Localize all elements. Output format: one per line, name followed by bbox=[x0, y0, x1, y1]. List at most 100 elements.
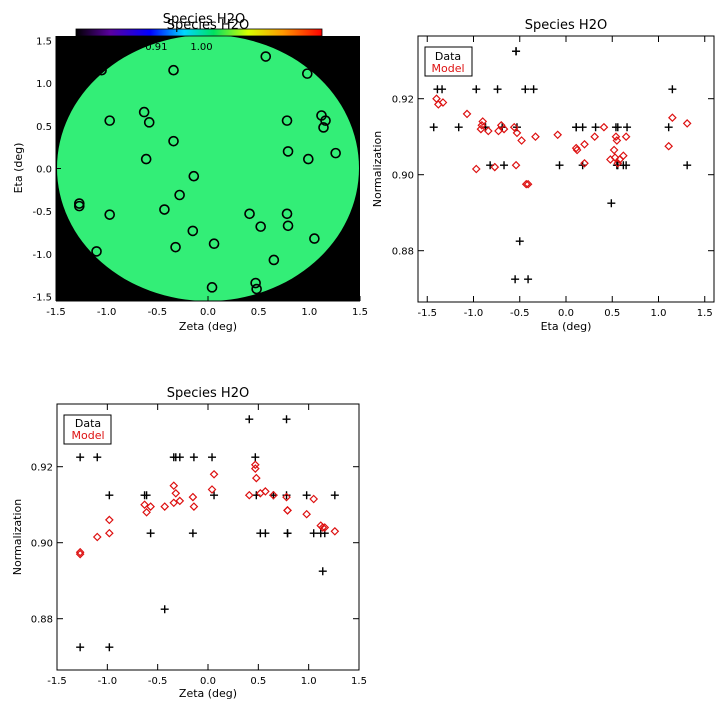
zeta-x-tick-label: -0.5 bbox=[148, 676, 168, 687]
eta-x-tick-label: 0.0 bbox=[558, 308, 574, 319]
map-y-label: Eta (deg) bbox=[12, 143, 25, 194]
eta-model-point bbox=[611, 132, 621, 142]
detector-marker bbox=[282, 146, 294, 157]
eta-model-point bbox=[478, 117, 488, 126]
zeta-model-point bbox=[250, 460, 260, 470]
eta-x-label: Eta (deg) bbox=[541, 320, 592, 333]
zeta-model-point bbox=[282, 492, 291, 502]
detector-marker bbox=[206, 282, 218, 293]
detector-marker bbox=[104, 209, 116, 220]
normalization-vs-eta-panel: Species H2O -1.5 -1.0 -0.5 0.0 0.5 1.0 1.5 0.8… bbox=[371, 18, 715, 333]
detector-marker bbox=[140, 153, 152, 165]
detector-marker bbox=[91, 246, 102, 257]
detector-marker bbox=[268, 254, 280, 266]
eta-legend: Data Model bbox=[424, 46, 473, 77]
eta-x-ticks: -1.5 -1.0 -0.5 0.0 0.5 1.0 1.5 bbox=[417, 36, 713, 319]
eta-model-point bbox=[599, 122, 609, 132]
map-x-tick-label: 1.5 bbox=[352, 307, 368, 318]
map-x-tick-label: -1.5 bbox=[46, 307, 66, 318]
zeta-data-point bbox=[105, 643, 114, 652]
eta-model-point bbox=[580, 158, 589, 168]
zeta-model-point bbox=[146, 502, 155, 511]
colorbar-tick-label: 0.91 bbox=[145, 42, 167, 53]
zeta-model-point bbox=[160, 502, 170, 511]
eta-data-point bbox=[512, 47, 521, 56]
detector-marker bbox=[320, 115, 331, 126]
eta-model-point bbox=[682, 119, 692, 128]
eta-model-point bbox=[483, 126, 493, 136]
eta-x-tick-label: -1.5 bbox=[417, 308, 437, 319]
zeta-model-point bbox=[169, 481, 179, 491]
zeta-model-point bbox=[104, 528, 114, 538]
zeta-y-tick-label: 0.90 bbox=[31, 539, 53, 550]
eta-data-point bbox=[668, 85, 677, 94]
zeta-data-point bbox=[76, 453, 85, 462]
zeta-x-tick-label: 0.5 bbox=[250, 676, 266, 687]
detector-marker bbox=[168, 64, 179, 76]
zeta-data-point bbox=[105, 491, 114, 500]
normalization-vs-zeta-panel: Species H2O -1.5 -1.0 -0.5 0.0 0.5 1.0 1.5 0.8… bbox=[11, 386, 367, 700]
colorbar-tick-labels: 0.83 0.91 1.00 bbox=[105, 42, 213, 53]
eta-model-point bbox=[523, 179, 533, 189]
eta-data-point bbox=[683, 161, 692, 170]
zeta-data-point bbox=[282, 491, 291, 500]
detector-marker bbox=[303, 153, 314, 165]
detector-marker bbox=[255, 221, 266, 232]
eta-data-point bbox=[613, 123, 622, 132]
map-y-tick-label: -1.5 bbox=[32, 293, 52, 304]
zeta-data-point bbox=[330, 491, 339, 500]
detector-marker bbox=[302, 68, 313, 79]
eta-model-point bbox=[499, 124, 509, 134]
eta-data-point bbox=[521, 85, 530, 94]
eta-model-markers bbox=[432, 94, 692, 189]
zeta-model-point bbox=[250, 464, 260, 473]
detector-marker bbox=[96, 64, 107, 76]
zeta-x-tick-label: 1.0 bbox=[301, 676, 317, 687]
eta-model-point bbox=[521, 179, 531, 189]
zeta-model-point bbox=[244, 490, 254, 500]
eta-model-point bbox=[462, 109, 472, 119]
zeta-data-point bbox=[282, 415, 291, 424]
detector-marker bbox=[159, 204, 170, 215]
detector-marker bbox=[208, 238, 220, 250]
zeta-model-markers bbox=[75, 460, 340, 559]
zeta-model-point bbox=[209, 469, 219, 479]
detector-marker bbox=[174, 189, 185, 201]
zeta-model-point bbox=[302, 509, 312, 519]
eta-y-label: Normalization bbox=[371, 131, 384, 207]
zeta-model-point bbox=[251, 473, 261, 483]
zeta-data-point bbox=[93, 453, 102, 462]
map-x-label: Zeta (deg) bbox=[179, 320, 237, 333]
zeta-model-point bbox=[269, 490, 278, 500]
eta-y-tick-label: 0.92 bbox=[392, 95, 414, 106]
detector-marker bbox=[244, 208, 255, 220]
eta-model-point bbox=[664, 141, 674, 151]
eta-data-point bbox=[572, 123, 581, 132]
zeta-data-point bbox=[302, 491, 311, 500]
map-y-tick-label: -0.5 bbox=[32, 207, 52, 218]
eta-x-tick-label: 0.5 bbox=[604, 308, 620, 319]
eta-x-tick-label: 1.5 bbox=[697, 308, 713, 319]
detector-marker bbox=[170, 241, 181, 253]
map-x-tick-label: -1.0 bbox=[97, 307, 117, 318]
eta-data-point bbox=[623, 123, 632, 132]
zeta-model-point bbox=[320, 523, 330, 532]
map-title: Species H2O bbox=[163, 12, 245, 27]
eta-model-point bbox=[609, 145, 619, 155]
zeta-legend-data: Data bbox=[75, 417, 101, 430]
zeta-model-point bbox=[75, 549, 85, 559]
detector-marker bbox=[330, 147, 341, 159]
eta-y-tick-label: 0.88 bbox=[392, 247, 414, 258]
eta-data-point bbox=[511, 275, 520, 284]
zeta-model-point bbox=[140, 500, 149, 510]
zeta-y-tick-label: 0.88 bbox=[31, 615, 53, 626]
colorbar-tick-label: 1.00 bbox=[190, 42, 212, 53]
detector-marker bbox=[188, 170, 200, 182]
zeta-model-point bbox=[261, 487, 270, 496]
zeta-data-point bbox=[309, 529, 318, 538]
eta-data-point bbox=[429, 123, 438, 132]
zeta-model-point bbox=[188, 492, 198, 502]
zeta-title: Species H2O bbox=[167, 386, 249, 401]
map-x-tick-label: 0.5 bbox=[251, 307, 267, 318]
eta-title: Species H2O bbox=[525, 18, 607, 33]
